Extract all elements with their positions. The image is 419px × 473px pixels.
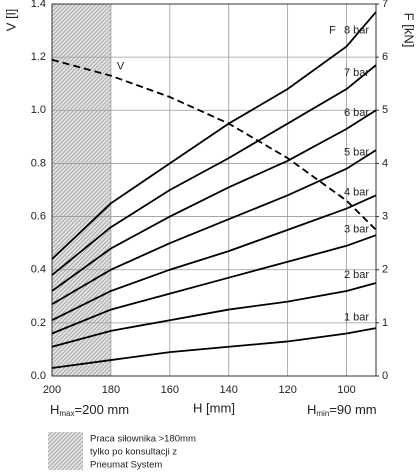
series-line bbox=[51, 58, 377, 231]
y2-tick-label: 5 bbox=[382, 104, 388, 116]
x-tick-label: 140 bbox=[220, 384, 238, 396]
y-tick-label: 1.2 bbox=[31, 51, 46, 63]
y2-tick-label: 1 bbox=[382, 317, 388, 329]
h-min-label: Hmin=90 mm bbox=[307, 402, 377, 418]
y2-tick-label: 7 bbox=[382, 0, 388, 10]
f-marker: F bbox=[329, 24, 336, 36]
series-label: 1 bar bbox=[344, 311, 369, 323]
y2-axis-label: F [kN] bbox=[402, 13, 417, 48]
series-line bbox=[51, 64, 377, 276]
y-axis-label: V [l] bbox=[3, 9, 18, 31]
series-line bbox=[51, 109, 377, 292]
y-tick-label: 0.0 bbox=[31, 370, 46, 382]
x-axis-label: H [mm] bbox=[193, 400, 235, 415]
x-tick-label: 120 bbox=[278, 384, 296, 396]
x-tick-label: 100 bbox=[337, 384, 355, 396]
y2-tick-label: 6 bbox=[382, 51, 388, 63]
y-tick-label: 1.0 bbox=[31, 104, 46, 116]
series-label: 7 bar bbox=[344, 67, 369, 79]
legend-note: Praca siłownika >180mm bbox=[90, 434, 196, 445]
x-tick-label: 200 bbox=[43, 384, 61, 396]
y-tick-label: 0.4 bbox=[31, 264, 46, 276]
plot-frame bbox=[51, 3, 377, 377]
h-max-label: Hmax=200 mm bbox=[50, 402, 129, 418]
series-line bbox=[51, 282, 377, 348]
series-line bbox=[51, 194, 377, 322]
series-label: 3 bar bbox=[344, 224, 369, 236]
series-line bbox=[51, 234, 377, 335]
y2-tick-label: 0 bbox=[382, 370, 388, 382]
series-label: 6 bar bbox=[344, 107, 369, 119]
y-tick-label: 0.6 bbox=[31, 210, 46, 222]
y2-tick-label: 4 bbox=[382, 157, 388, 169]
series-label: 4 bar bbox=[344, 187, 369, 199]
legend-note: tylko po konsultacji z bbox=[90, 447, 177, 458]
y-tick-label: 1.4 bbox=[31, 0, 46, 10]
series-line bbox=[51, 327, 377, 369]
y2-tick-label: 3 bbox=[382, 210, 388, 222]
series-label: V bbox=[117, 61, 125, 73]
series-label: 5 bar bbox=[344, 147, 369, 159]
x-tick-label: 160 bbox=[161, 384, 179, 396]
x-tick-label: 180 bbox=[102, 384, 120, 396]
y2-tick-label: 2 bbox=[382, 264, 388, 276]
series-label: 8 bar bbox=[344, 24, 369, 36]
series-label: 2 bar bbox=[344, 269, 369, 281]
legend-note: Pneumat System bbox=[90, 460, 162, 471]
y-tick-label: 0.8 bbox=[31, 157, 46, 169]
y-tick-label: 0.2 bbox=[31, 317, 46, 329]
series-line bbox=[51, 149, 377, 306]
shaded-region bbox=[52, 4, 111, 376]
legend-swatch bbox=[48, 432, 83, 470]
